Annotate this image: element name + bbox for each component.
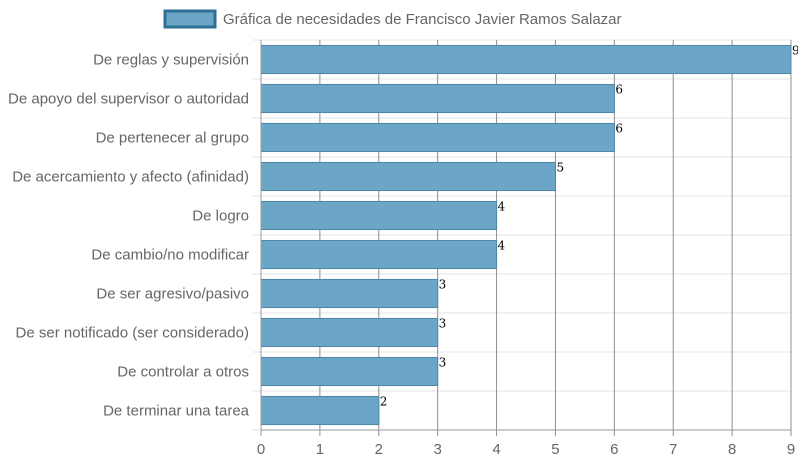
legend[interactable]: Gráfica de necesidades de Francisco Javi…: [163, 9, 622, 29]
x-tick-label: 6: [610, 441, 618, 458]
axes: [260, 40, 791, 436]
category-label: De terminar una tarea: [103, 403, 250, 420]
bar[interactable]: [260, 395, 380, 426]
category-labels: De reglas y supervisión De apoyo del supe…: [8, 52, 250, 420]
category-label: De ser agresivo/pasivo: [96, 286, 249, 303]
x-tick-label: 2: [375, 441, 383, 458]
legend-swatch: [163, 9, 217, 29]
bars: [260, 44, 792, 426]
bar[interactable]: [260, 122, 615, 153]
data-label: 4: [498, 200, 506, 214]
x-tick-label: 5: [551, 441, 559, 458]
category-label: De logro: [192, 208, 249, 225]
x-tick-label: 9: [787, 441, 795, 458]
category-label: De apoyo del supervisor o autoridad: [8, 91, 249, 108]
x-tick-label: 8: [728, 441, 736, 458]
data-label: 4: [498, 239, 506, 253]
category-label: De controlar a otros: [117, 364, 249, 381]
x-tick-label: 1: [316, 441, 324, 458]
bar[interactable]: [260, 83, 615, 114]
category-label: De cambio/no modificar: [91, 247, 249, 264]
x-tick-labels: 0 1 2 3 4 5 6 7 8 9: [257, 441, 795, 458]
data-label: 6: [615, 122, 623, 136]
bar[interactable]: [260, 356, 439, 387]
x-tick-label: 4: [492, 441, 500, 458]
data-label: 6: [615, 83, 623, 97]
category-label: De pertenecer al grupo: [96, 130, 249, 147]
data-label: 9: [792, 44, 798, 58]
data-label: 5: [556, 161, 564, 175]
bar[interactable]: [260, 161, 556, 192]
data-labels: 9 6 6 5 4 4 3 3 3 2: [380, 44, 798, 409]
x-tick-label: 7: [669, 441, 677, 458]
bar[interactable]: [260, 239, 498, 270]
data-label: 3: [439, 278, 447, 292]
data-label: 2: [380, 395, 388, 409]
bar[interactable]: [260, 278, 439, 309]
bar[interactable]: [260, 317, 439, 348]
category-label: De ser notificado (ser considerado): [16, 325, 249, 342]
category-label: De acercamiento y afecto (afinidad): [12, 169, 249, 186]
data-label: 3: [439, 317, 447, 331]
category-label: De reglas y supervisión: [93, 52, 249, 69]
data-label: 3: [439, 356, 447, 370]
x-tick-label: 0: [257, 441, 265, 458]
legend-label: Gráfica de necesidades de Francisco Javi…: [223, 11, 622, 28]
bar[interactable]: [260, 44, 792, 75]
bar[interactable]: [260, 200, 498, 231]
x-tick-label: 3: [433, 441, 441, 458]
